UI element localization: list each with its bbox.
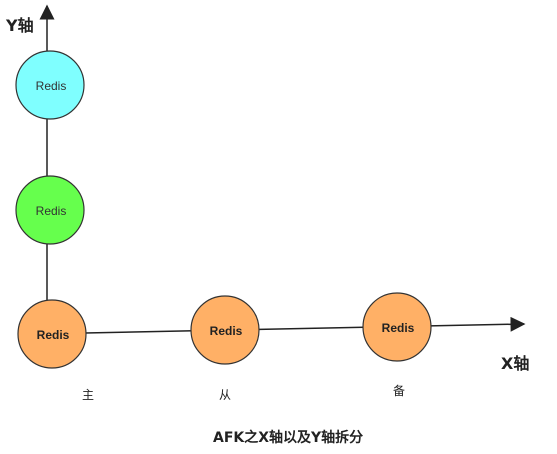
y-mid-node-label: Redis [36,204,67,218]
y-mid-circle [15,175,85,245]
x-axis-label: X轴 [501,354,530,373]
master-node: Redis [17,299,87,369]
master-role-label: 主 [82,388,95,402]
backup-node: Redis [362,292,432,362]
y-top-node-label: Redis [36,79,67,93]
x-axis-line [84,316,526,334]
y-top-circle [15,50,85,120]
y-axis-top-node: Redis [15,50,85,120]
backup-role-label: 备 [393,384,406,398]
diagram-caption: AFK之X轴以及Y轴拆分 [213,430,364,446]
slave-node-label: Redis [210,324,243,338]
slave-circle [190,295,260,365]
slave-role-label: 从 [219,388,232,402]
y-axis-mid-node: Redis [15,175,85,245]
master-circle [17,299,87,369]
master-node-label: Redis [37,328,70,342]
backup-circle [362,292,432,362]
backup-node-label: Redis [382,321,415,335]
slave-node: Redis [190,295,260,365]
y-axis-label: Y轴 [6,16,34,35]
